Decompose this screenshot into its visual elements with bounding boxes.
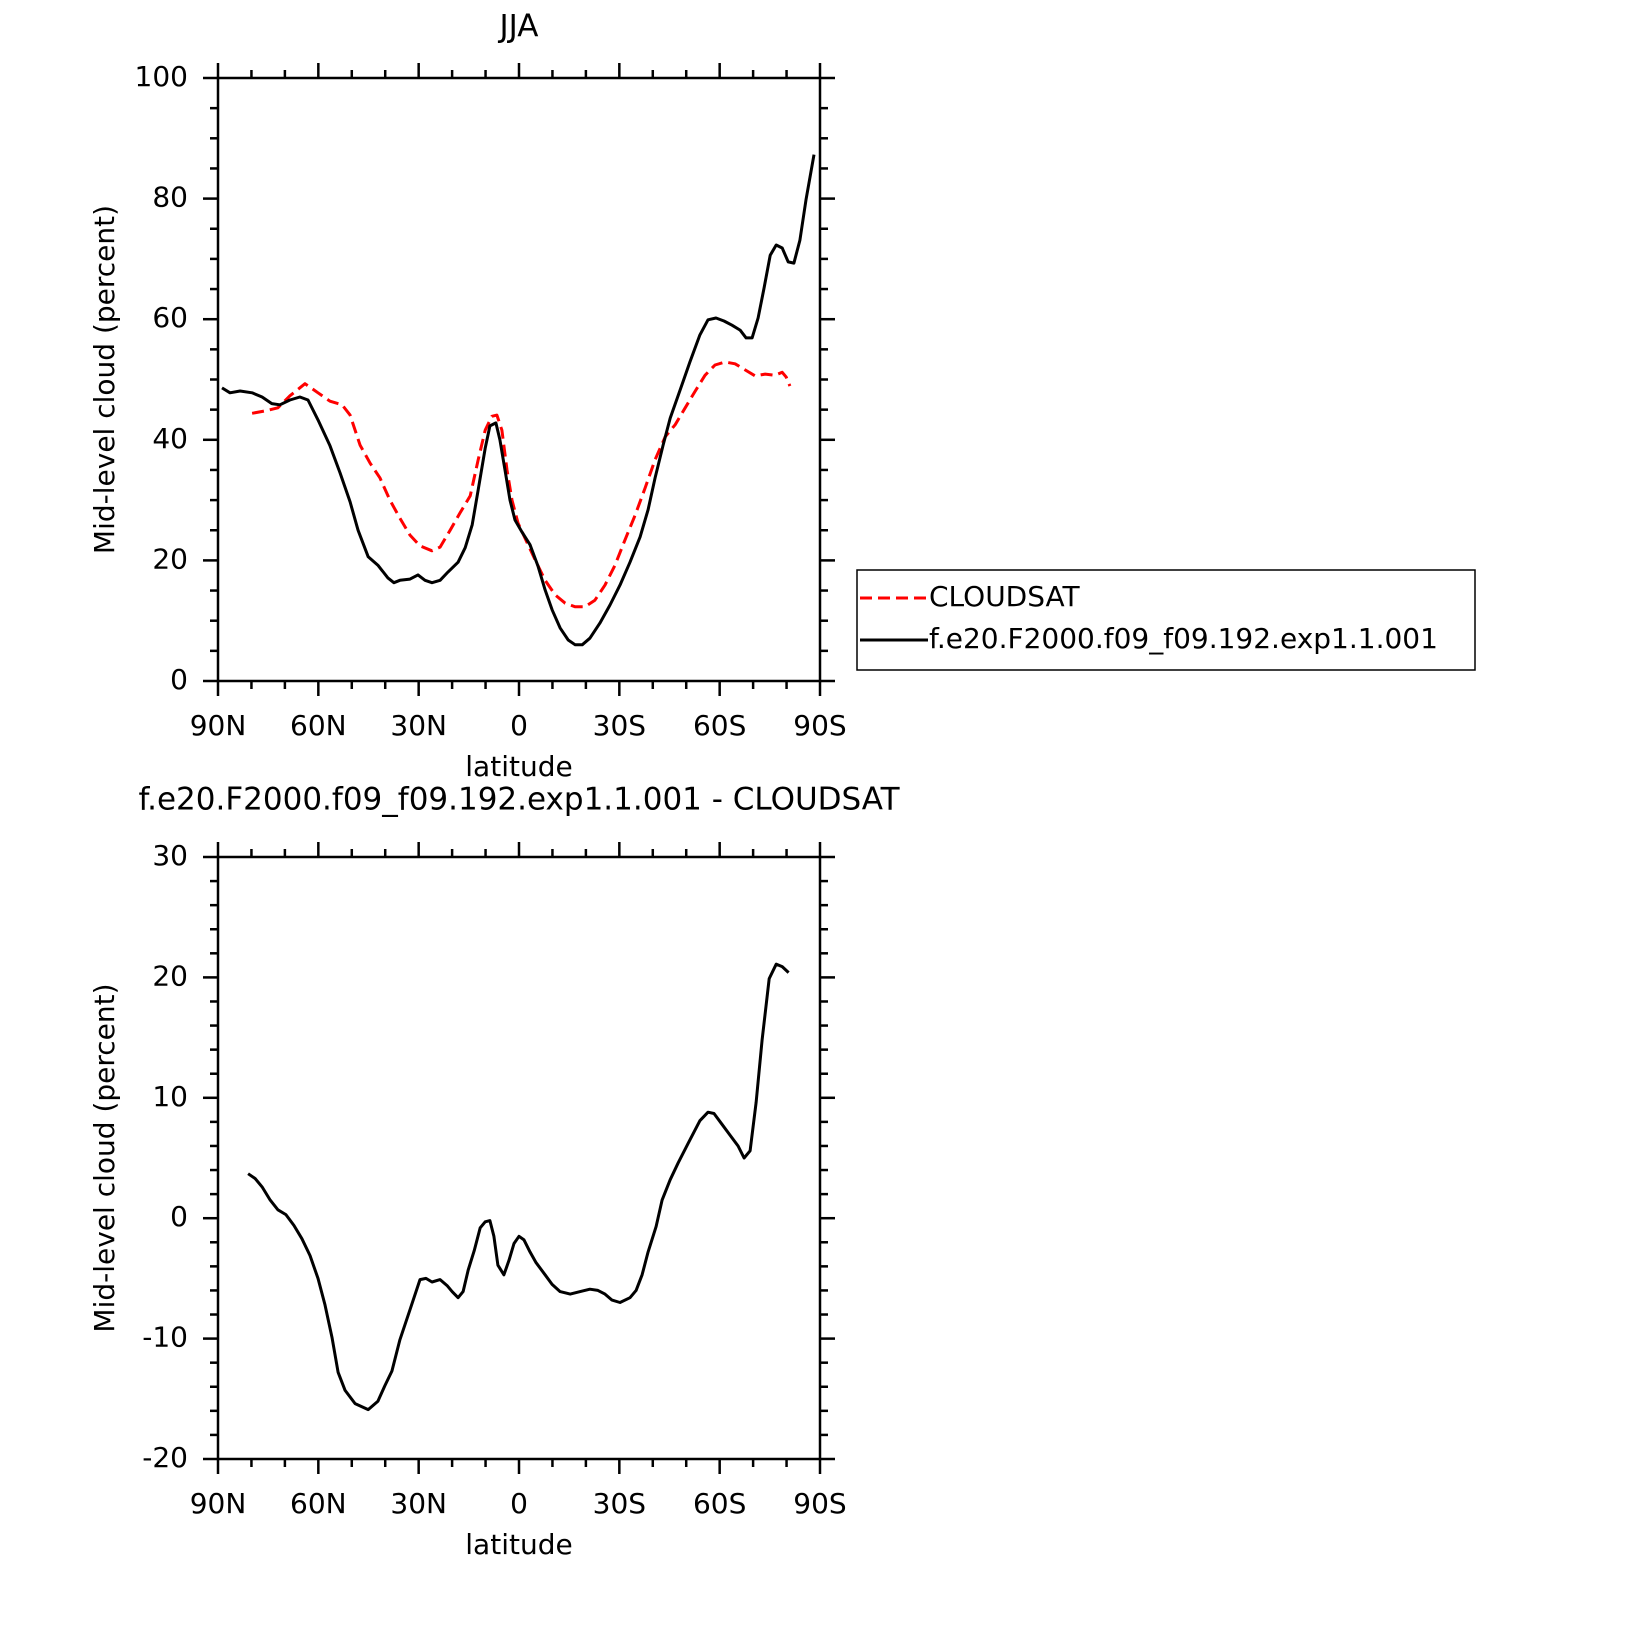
- y-tick-label: 60: [152, 301, 188, 334]
- plot-frame: [216, 855, 822, 1461]
- x-tick-label: 0: [510, 1487, 528, 1520]
- data-line: [251, 360, 792, 609]
- plot-frame: [216, 76, 822, 683]
- x-tick-label: 30S: [593, 1487, 646, 1520]
- x-tick-label: 60N: [290, 1487, 347, 1520]
- x-tick-label: 30N: [390, 709, 447, 742]
- legend-label: f.e20.F2000.f09_f09.192.exp1.1.001: [929, 622, 1438, 655]
- x-tick-label: 90N: [190, 709, 247, 742]
- y-tick-label: 30: [152, 839, 188, 872]
- y-tick-label: -10: [142, 1321, 188, 1354]
- y-axis-label: Mid-level cloud (percent): [88, 205, 121, 554]
- legend-label: CLOUDSAT: [929, 580, 1081, 613]
- x-tick-label: 60N: [290, 709, 347, 742]
- x-tick-label: 60S: [693, 1487, 746, 1520]
- legend-box: [856, 569, 1476, 671]
- x-tick-label: 60S: [693, 709, 746, 742]
- x-tick-label: 0: [510, 709, 528, 742]
- data-line: [247, 962, 790, 1412]
- y-tick-label: 80: [152, 181, 188, 214]
- data-line: [221, 154, 816, 647]
- x-tick-label: 30N: [390, 1487, 447, 1520]
- x-tick-label: 30S: [593, 709, 646, 742]
- y-tick-label: 100: [135, 60, 188, 93]
- y-tick-label: 0: [170, 663, 188, 696]
- x-axis-label: latitude: [465, 750, 572, 783]
- x-tick-label: 90S: [793, 1487, 846, 1520]
- x-axis-label: latitude: [465, 1528, 572, 1561]
- x-tick-label: 90N: [190, 1487, 247, 1520]
- y-tick-label: 40: [152, 422, 188, 455]
- y-tick-label: 20: [152, 959, 188, 992]
- y-axis-label: Mid-level cloud (percent): [88, 983, 121, 1332]
- chart-title: JJA: [498, 9, 539, 45]
- y-tick-label: 10: [152, 1080, 188, 1113]
- x-tick-label: 90S: [793, 709, 846, 742]
- y-tick-label: 20: [152, 542, 188, 575]
- chart-title: f.e20.F2000.f09_f09.192.exp1.1.001 - CLO…: [138, 782, 900, 818]
- y-tick-label: 0: [170, 1200, 188, 1233]
- y-tick-label: -20: [142, 1441, 188, 1474]
- legend: CLOUDSAT f.e20.F2000.f09_f09.192.exp1.1.0…: [856, 569, 1476, 671]
